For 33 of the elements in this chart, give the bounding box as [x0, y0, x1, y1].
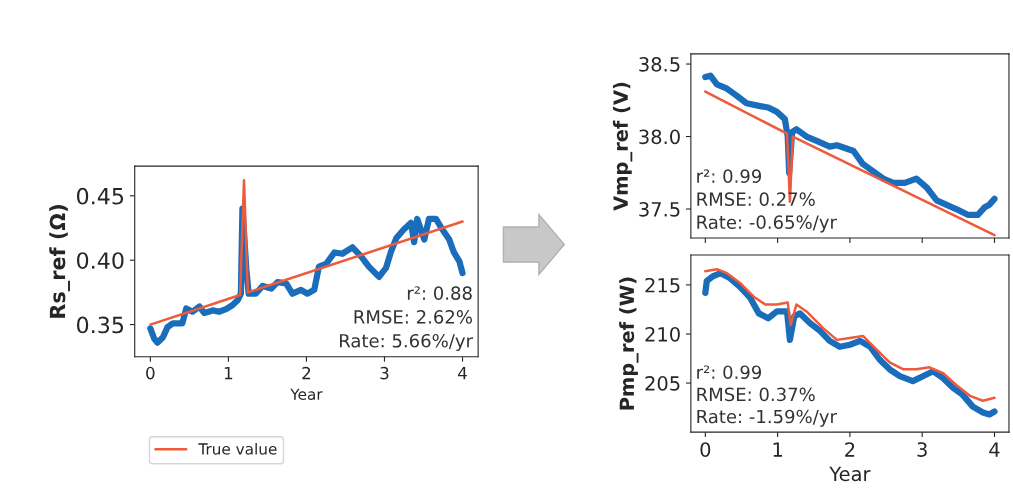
y-tick-label: 215 — [645, 277, 680, 293]
y-tick-label: 205 — [645, 376, 680, 391]
y-axis-title: Vmp_ref (V) — [612, 82, 633, 211]
y-tick-label: 38.5 — [639, 57, 680, 72]
annotation: r²: 0.99 — [697, 169, 762, 183]
x-tick-label: 3 — [917, 442, 927, 457]
legend-label: True value — [198, 442, 277, 455]
x-tick-label: 1 — [224, 367, 233, 380]
y-tick-label: 210 — [645, 326, 680, 342]
x-tick-label: 4 — [458, 367, 467, 380]
annotation: r²: 0.99 — [697, 365, 762, 380]
x-axis-title: Year — [290, 388, 323, 401]
annotation: RMSE: 2.62% — [354, 310, 472, 324]
y-tick-label: 37.5 — [639, 201, 680, 217]
x-axis-title: Year — [829, 466, 871, 482]
y-tick-label: 38.0 — [639, 129, 680, 145]
y-axis-title: Rs_ref (Ω) — [49, 205, 70, 318]
annotation: RMSE: 0.37% — [697, 387, 815, 402]
y-tick-label: 0.45 — [76, 187, 124, 205]
y-tick-label: 0.35 — [76, 316, 124, 334]
annotation: Rate: 5.66%/yr — [339, 333, 473, 352]
y-tick-label: 0.40 — [76, 252, 124, 269]
annotation: Rate: -0.65%/yr — [697, 215, 837, 233]
x-tick-label: 0 — [146, 366, 155, 380]
y-axis-title: Pmp_ref (W) — [619, 277, 639, 410]
x-tick-label: 3 — [380, 366, 389, 380]
annotation: Rate: -1.59%/yr — [697, 409, 837, 427]
x-tick-label: 1 — [773, 442, 783, 457]
x-tick-label: 4 — [989, 442, 1000, 457]
annotation: r²: 0.88 — [407, 286, 472, 300]
x-tick-label: 2 — [302, 366, 311, 380]
x-tick-label: 0 — [700, 442, 711, 457]
x-tick-label: 2 — [845, 442, 855, 457]
